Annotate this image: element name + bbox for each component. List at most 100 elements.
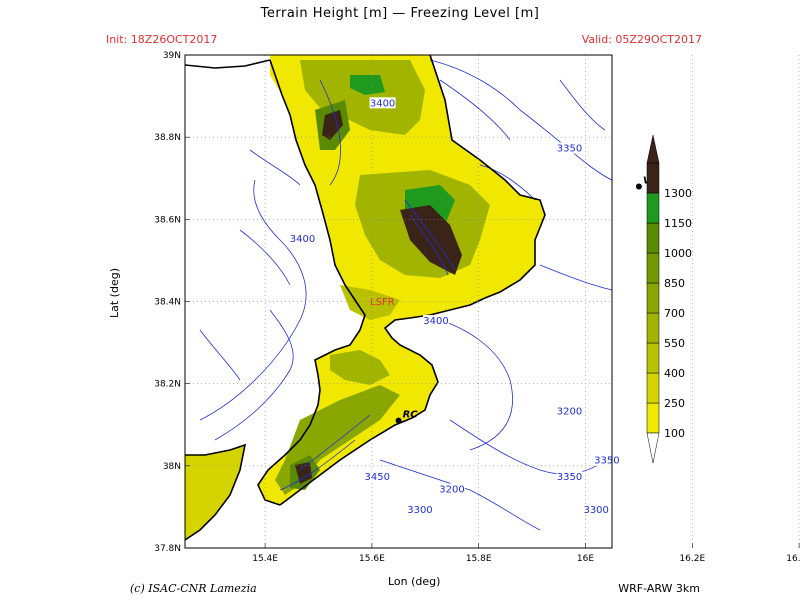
colorbar-label: 100 [664,427,685,440]
contour-label-text: 3200 [439,484,464,495]
contour-label: 3200 [439,483,465,495]
lat-tick-label: 38.8N [154,133,181,143]
terrain-sicily [185,445,245,540]
contour-line [479,164,536,201]
contour-label: 3350 [593,454,620,467]
contour-label-text: 3350 [557,472,582,483]
colorbar-label: 250 [664,397,685,410]
colorbar-label: 1000 [664,247,692,260]
contour-label-text: 3400 [370,98,395,109]
station-label: LSFR [370,297,395,308]
lon-tick-label: 15.4E [252,554,278,564]
contour-line [379,459,541,531]
credit-text: (c) ISAC-CNR Lamezia [130,582,257,595]
contour-line [279,439,356,491]
city-label: RC [403,410,419,421]
city-dot [635,183,642,190]
contour-label-text: 3300 [407,505,432,516]
colorbar-segment [646,282,660,314]
contour-label-bg [556,142,583,154]
lon-tick-label: 15.8E [466,554,492,564]
contour-line [199,329,241,381]
contour-label-bg [406,504,433,516]
contour-label-bg [422,315,449,327]
colorbar-label: 550 [664,337,685,350]
contour-line [319,79,341,186]
lat-tick-labels: 37.8N38N38.2N38.4N38.6N38.8N39N39.2N39.4… [154,51,181,554]
contour-label: 3200 [556,405,583,417]
colorbar-segment [646,312,660,344]
contour-label-bg [369,97,396,109]
contour-label-text: 3450 [365,472,390,483]
contour-label: 3300 [583,504,610,516]
contour-line [439,79,511,141]
lat-tick-label: 38.2N [154,380,181,390]
contour-line [429,59,612,181]
contour-label-text: 3200 [557,406,582,417]
contour-label: 3400 [369,97,396,109]
colorbar-label: 850 [664,277,685,290]
init-time: Init: 18Z26OCT2017 [106,33,218,46]
contour-line [199,179,307,421]
colorbar-segment [646,252,660,284]
colorbar-label: 1300 [664,187,692,200]
terrain-layer [185,55,545,540]
lat-tick-label: 39N [163,51,181,61]
contour-label-bg [593,454,620,466]
colorbar-bottom-arrow [646,432,660,464]
coastline-calabria-west [257,59,366,506]
x-axis-label: Lon (deg) [388,575,441,588]
valid-time: Valid: 05Z29OCT2017 [581,33,702,46]
contour-label-text: 3350 [594,456,619,467]
contour-line [409,214,449,276]
colorbar-segment [646,222,660,254]
colorbar-label: 1150 [664,217,692,230]
colorbar-label: 700 [664,307,685,320]
terrain-peak-coastal [322,110,343,140]
colorbar-segment [646,342,660,374]
contour-label-bg [583,504,610,516]
contour-label-bg [556,471,583,483]
lat-tick-label: 38.4N [154,298,181,308]
colorbar-segment [646,162,660,194]
model-label: WRF-ARW 3km [618,582,700,595]
contour-label: 3450 [364,471,391,483]
contour-label-text: 3400 [423,316,448,327]
contour-label: 3350 [556,142,583,155]
coastline-basilicata [185,59,271,69]
terrain-land [258,55,545,505]
contour-label-bg [364,471,391,483]
terrain-olive-north [300,60,425,135]
city-dot [395,417,402,424]
contour-line [299,414,371,471]
contour-line [449,419,612,475]
lon-tick-label: 16.4E [786,554,800,564]
terrain-peak-aspro [295,462,312,484]
map-title: Terrain Height [m] — Freezing Level [m] [260,6,540,21]
contour-label: 3400 [422,315,449,327]
lat-tick-label: 38N [163,462,181,472]
contour-labels: 3400 3350 3400 3400 3200 3350 3450 3350 3200 3300… [289,97,620,516]
contour-label-bg [289,232,316,244]
contour-label: 3400 [289,232,316,245]
terrain-olive-central [340,285,400,320]
contour-label: 3300 [406,504,433,516]
lon-tick-label: 15.6E [359,554,385,564]
contour-label-text: 3350 [557,144,582,155]
lon-tick-label: 16E [577,554,594,564]
contour-line [404,199,456,271]
contour-label: 3350 [556,471,583,483]
colorbar-segment [646,372,660,404]
contour-line [249,149,301,186]
lat-tick-label: 37.8N [154,544,181,554]
lat-tick-label: 38.6N [154,215,181,225]
contour-line [439,319,513,451]
freezing-level-contours [199,59,612,531]
contour-line [239,229,291,286]
contour-label-bg [556,405,583,417]
colorbar-segment [646,192,660,224]
contour-label-bg [439,483,465,495]
contour-line [539,264,612,291]
contour-line [559,79,606,131]
